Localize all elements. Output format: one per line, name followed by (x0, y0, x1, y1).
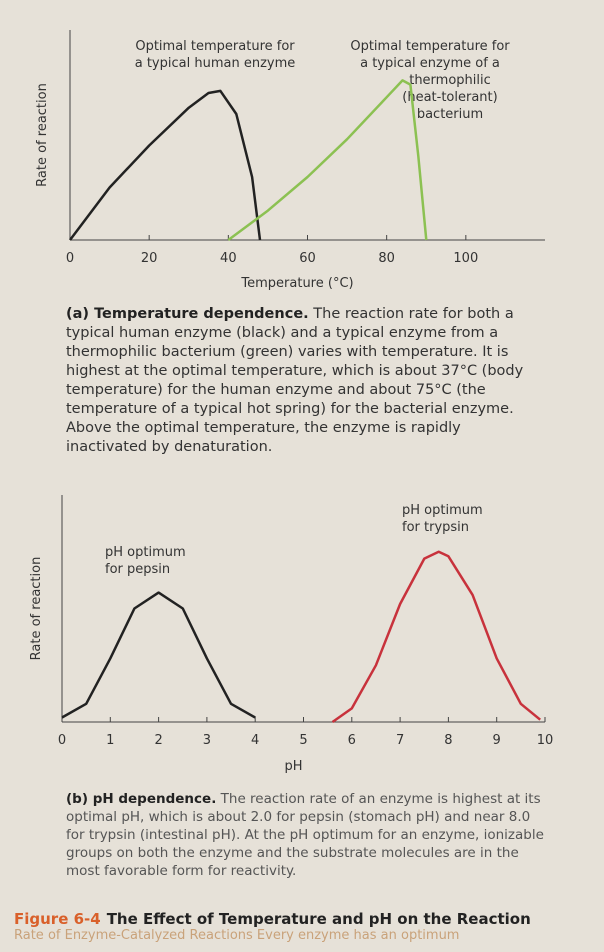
annotation: bacterium (417, 107, 483, 122)
x-tick-label: 100 (453, 251, 478, 266)
figure-label: Figure 6-4 (14, 910, 101, 928)
annotation: Optimal temperature for (350, 39, 510, 54)
x-tick-label: 20 (141, 251, 158, 266)
x-tick-label: 10 (537, 733, 554, 748)
x-tick-label: 1 (106, 733, 114, 748)
x-tick-label: 3 (203, 733, 211, 748)
x-tick-label: 0 (66, 251, 74, 266)
x-tick-label: 4 (251, 733, 259, 748)
curve (61, 591, 256, 719)
x-tick-label: 60 (299, 251, 316, 266)
annotation: pH optimum (402, 503, 483, 518)
y-axis-label: Rate of reaction (29, 557, 44, 661)
curve (331, 550, 541, 724)
caption-text: The reaction rate of an enzyme is highes… (66, 791, 544, 879)
curve (69, 89, 262, 241)
caption-title: (a) Temperature dependence. (66, 306, 309, 322)
caption-text: The reaction rate for both a typical hum… (66, 306, 524, 455)
annotation: a typical enzyme of a (360, 56, 500, 71)
caption-title: (b) pH dependence. (66, 791, 217, 807)
annotation: Optimal temperature for (135, 39, 295, 54)
y-axis-label: Rate of reaction (35, 83, 50, 187)
x-tick-label: 6 (348, 733, 356, 748)
annotation: (heat-tolerant) (402, 90, 497, 105)
x-tick-label: 8 (444, 733, 452, 748)
x-tick-label: 5 (299, 733, 307, 748)
figure-caption: Figure 6-4 The Effect of Temperature and … (14, 910, 604, 943)
curve (227, 79, 428, 242)
x-tick-label: 40 (220, 251, 237, 266)
x-tick-label: 7 (396, 733, 404, 748)
x-tick-label: 0 (58, 733, 66, 748)
figure-text: Rate of Enzyme-Catalyzed Reactions Every… (14, 928, 460, 943)
caption: (a) Temperature dependence. The reaction… (66, 305, 546, 457)
figure-title: The Effect of Temperature and pH on the … (106, 910, 531, 928)
x-tick-label: 9 (493, 733, 501, 748)
x-axis-label: Temperature (°C) (240, 276, 353, 291)
x-axis-label: pH (284, 759, 302, 774)
annotation: a typical human enzyme (135, 56, 296, 71)
annotation: thermophilic (409, 73, 491, 88)
x-tick-label: 2 (154, 733, 162, 748)
annotation: pH optimum (105, 545, 186, 560)
annotation: for pepsin (105, 562, 170, 577)
x-tick-label: 80 (378, 251, 395, 266)
caption: (b) pH dependence. The reaction rate of … (66, 790, 546, 880)
annotation: for trypsin (402, 520, 469, 535)
